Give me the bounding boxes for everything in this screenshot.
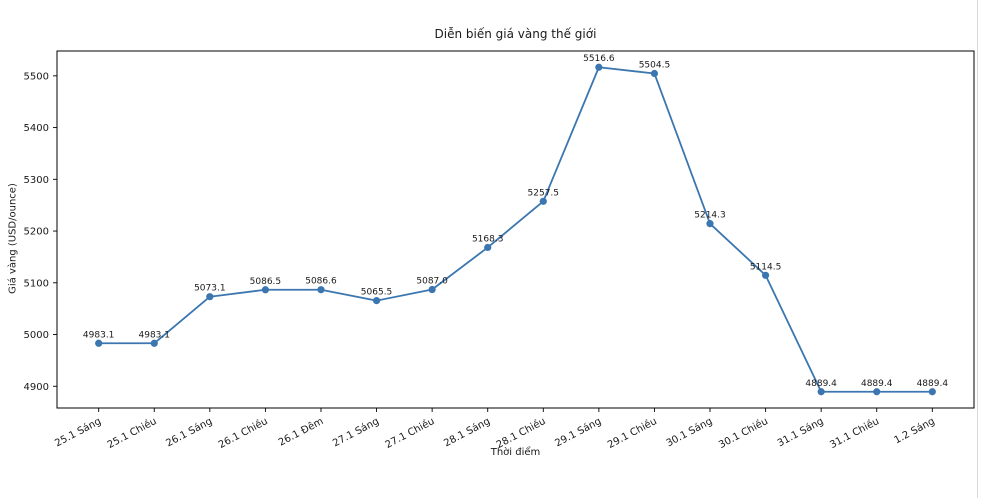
data-point-marker <box>706 220 714 228</box>
data-point-marker <box>261 286 270 294</box>
y-axis-title: Giá vàng (USD/ounce) <box>7 183 19 294</box>
data-point-label: 4889.4 <box>805 379 837 389</box>
data-point-marker <box>873 388 881 396</box>
y-tick-label: 5000 <box>24 330 49 341</box>
data-point-label: 5516.6 <box>583 54 615 64</box>
data-point-marker <box>761 271 770 279</box>
data-point-marker <box>650 69 659 78</box>
x-tick-label: 29.1 Sáng <box>553 415 603 449</box>
data-point-label: 5087.0 <box>416 277 448 287</box>
data-point-marker <box>928 388 936 396</box>
x-axis-title: Thời điểm <box>490 447 541 458</box>
data-point-marker <box>317 286 325 294</box>
data-point-marker <box>595 63 603 71</box>
data-point-marker <box>206 293 214 301</box>
x-tick-label: 25.1 Sáng <box>53 415 103 449</box>
data-line <box>97 66 934 393</box>
y-tick-label: 5300 <box>24 175 49 186</box>
data-point-label: 5086.5 <box>250 277 282 287</box>
data-point-label: 4889.4 <box>917 379 949 389</box>
window-right-edge <box>977 0 978 498</box>
x-tick-label: 26.1 Sáng <box>164 415 214 449</box>
y-tick-label: 5100 <box>24 278 49 289</box>
data-point-label: 5086.6 <box>305 277 337 287</box>
data-point-label: 5504.5 <box>639 61 671 71</box>
x-tick-label: 27.1 Sáng <box>331 415 381 449</box>
x-tick-label: 27.1 Chiều <box>383 415 436 451</box>
data-point-marker <box>539 197 547 205</box>
y-tick-label: 5400 <box>24 123 49 134</box>
x-tick-label: 31.1 Sáng <box>775 415 825 449</box>
data-point-label: 5257.5 <box>528 188 560 198</box>
data-point-label: 4889.4 <box>861 379 893 389</box>
data-point-marker <box>817 388 825 396</box>
x-tick-label: 26.1 Đêm <box>276 415 325 449</box>
x-tick-label: 25.1 Chiều <box>105 415 158 451</box>
x-tick-label: 30.1 Sáng <box>664 415 714 449</box>
data-point-label: 5073.1 <box>194 284 226 294</box>
data-point-label: 4983.1 <box>83 330 115 340</box>
data-point-label: 4983.1 <box>139 330 171 340</box>
x-tick-label: 28.1 Sáng <box>442 415 492 449</box>
y-tick-label: 5500 <box>24 71 49 82</box>
data-point-marker <box>372 297 381 305</box>
x-tick-label: 28.1 Chiều <box>494 415 547 451</box>
data-point-label: 5214.3 <box>694 211 726 221</box>
x-tick-label: 31.1 Chiều <box>828 415 881 451</box>
y-tick-label: 5200 <box>24 227 49 238</box>
data-point-label: 5114.5 <box>750 262 782 272</box>
x-tick-label: 26.1 Chiều <box>216 415 269 451</box>
data-point-label: 5168.3 <box>472 234 504 244</box>
data-point-marker <box>150 339 158 347</box>
data-point-marker <box>428 285 436 294</box>
data-point-label: 5065.5 <box>361 288 393 298</box>
x-tick-label: 1.2 Sáng <box>892 415 937 446</box>
x-tick-label: 30.1 Chiều <box>717 415 770 451</box>
y-tick-label: 4900 <box>24 382 49 393</box>
data-point-marker <box>484 243 492 252</box>
data-point-marker <box>95 339 103 347</box>
x-tick-label: 29.1 Chiều <box>605 415 658 451</box>
chart-title: Diễn biến giá vàng thế giới <box>434 27 597 41</box>
plot-frame <box>56 50 975 409</box>
